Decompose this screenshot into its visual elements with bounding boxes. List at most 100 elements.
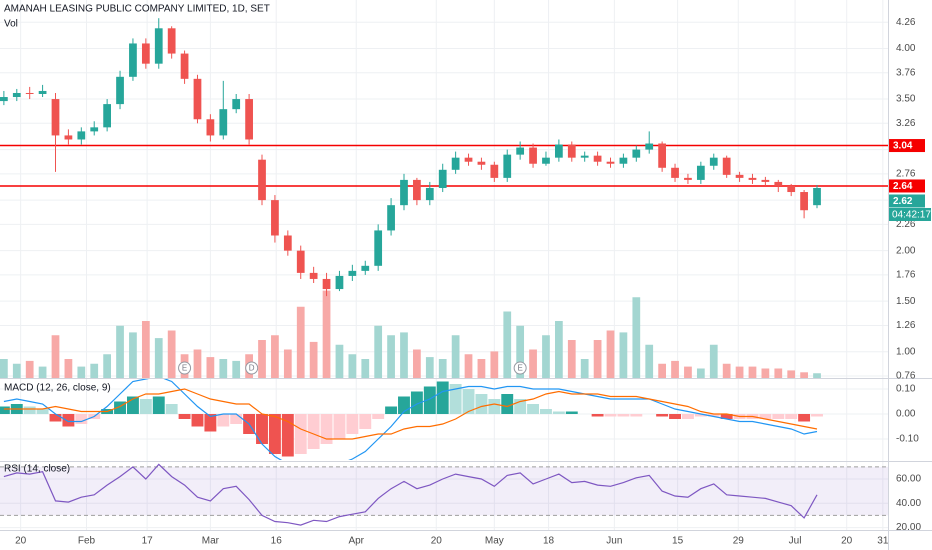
macd-histogram-bar <box>178 414 191 419</box>
level-label-box <box>889 139 925 153</box>
candle-body <box>258 159 266 201</box>
volume-bar <box>503 311 512 378</box>
countdown: 04:42:17 <box>892 210 931 221</box>
macd-histogram-bar <box>669 414 681 419</box>
volume-bar <box>658 363 666 378</box>
macd-histogram-bar <box>785 414 798 419</box>
macd-histogram-bar <box>694 414 707 417</box>
macd-histogram-bar <box>759 414 772 419</box>
macd-histogram-bar <box>514 399 527 414</box>
volume-bar <box>580 359 589 378</box>
candle-body <box>438 169 447 188</box>
candle-body <box>593 155 602 162</box>
macd-histogram-bar <box>126 396 139 414</box>
macd-histogram-bar <box>591 414 604 417</box>
volume-bar <box>684 366 692 378</box>
x-tick-label: 20 <box>431 536 443 547</box>
candle-body <box>464 157 473 162</box>
candle-body <box>735 174 744 178</box>
y-tick-label: 1.50 <box>896 296 916 307</box>
candle-body <box>129 43 137 77</box>
macd-histogram-bar <box>656 414 669 417</box>
macd-histogram-bar <box>217 414 230 427</box>
candle-body <box>813 187 821 206</box>
x-tick-label: Mar <box>202 536 220 547</box>
x-tick-label: 18 <box>543 536 555 547</box>
volume-bar <box>400 332 408 378</box>
volume-bar <box>283 349 292 378</box>
volume-bar <box>438 359 447 378</box>
y-tick-label: 0.10 <box>896 384 916 395</box>
candle-body <box>567 144 576 158</box>
candle-body <box>774 181 783 186</box>
candle-body <box>671 167 679 178</box>
volume-bar <box>51 335 60 378</box>
event-marker <box>178 361 192 375</box>
macd-histogram-bar <box>811 414 823 417</box>
candle-body <box>490 164 499 178</box>
candle-body <box>374 230 383 266</box>
candle-body <box>503 154 512 178</box>
candle-body <box>387 205 395 231</box>
volume-bar <box>0 359 8 378</box>
macd-histogram-bar <box>62 414 75 427</box>
volume-bar <box>25 360 34 378</box>
candle-body <box>232 99 241 110</box>
candle-body <box>219 109 228 136</box>
macd-histogram-bar <box>410 391 423 414</box>
macd-histogram-bar <box>114 401 126 414</box>
volume-label: Vol <box>4 19 18 30</box>
x-tick-label: 16 <box>271 536 283 547</box>
candle-body <box>348 270 357 276</box>
candle-body <box>619 157 628 164</box>
macd-histogram-bar <box>385 406 398 414</box>
volume-bar <box>516 325 525 378</box>
candle-body <box>38 90 47 94</box>
rsi-line <box>3 463 818 526</box>
macd-histogram-bar <box>720 414 733 419</box>
y-tick-label: 20.00 <box>896 522 921 533</box>
volume-bar <box>77 366 86 378</box>
volume-bar <box>141 321 150 378</box>
candle-body <box>400 179 408 206</box>
volume-bar <box>645 344 654 378</box>
volume-bar <box>529 349 537 378</box>
volume-bar <box>567 340 576 378</box>
candle-body <box>696 165 705 180</box>
macd-histogram-bar <box>552 411 565 414</box>
y-tick-label: 1.00 <box>896 346 916 357</box>
candle-body <box>477 161 486 165</box>
macd-pane <box>0 379 823 460</box>
y-tick-label: 1.26 <box>896 320 916 331</box>
candle-body <box>296 250 305 273</box>
macd-histogram-bar <box>565 411 578 414</box>
macd-histogram-bar <box>333 414 346 439</box>
y-tick-label: 4.00 <box>896 43 916 54</box>
y-tick-label: 40.00 <box>896 498 921 509</box>
x-tick-label: 15 <box>672 536 684 547</box>
macd-histogram-bar <box>49 414 62 422</box>
x-tick-label: 31 <box>877 536 889 547</box>
candle-body <box>154 28 163 64</box>
candle-body <box>12 92 21 98</box>
macd-histogram-bar <box>23 406 36 414</box>
y-tick-label: 3.26 <box>896 118 916 129</box>
y-tick-label: 60.00 <box>896 474 921 485</box>
volume-bar <box>542 335 550 378</box>
volume-bar <box>309 341 318 378</box>
volume-bar <box>64 359 73 378</box>
rsi-band <box>0 466 888 516</box>
volume-bar <box>490 351 499 378</box>
macd-histogram-bar <box>449 384 462 414</box>
y-tick-label: -0.10 <box>896 434 919 445</box>
macd-histogram-bar <box>436 381 449 414</box>
volume-bar <box>735 366 744 378</box>
chart-title: AMANAH LEASING PUBLIC COMPANY LIMITED, 1… <box>4 4 270 15</box>
macd-histogram-bar <box>423 386 436 414</box>
candle-body <box>51 99 60 136</box>
macd-histogram-bar <box>268 414 281 454</box>
event-label: E <box>182 364 187 373</box>
candle-body <box>606 161 615 164</box>
candle-body <box>322 278 331 290</box>
macd-histogram-bar <box>475 394 488 414</box>
